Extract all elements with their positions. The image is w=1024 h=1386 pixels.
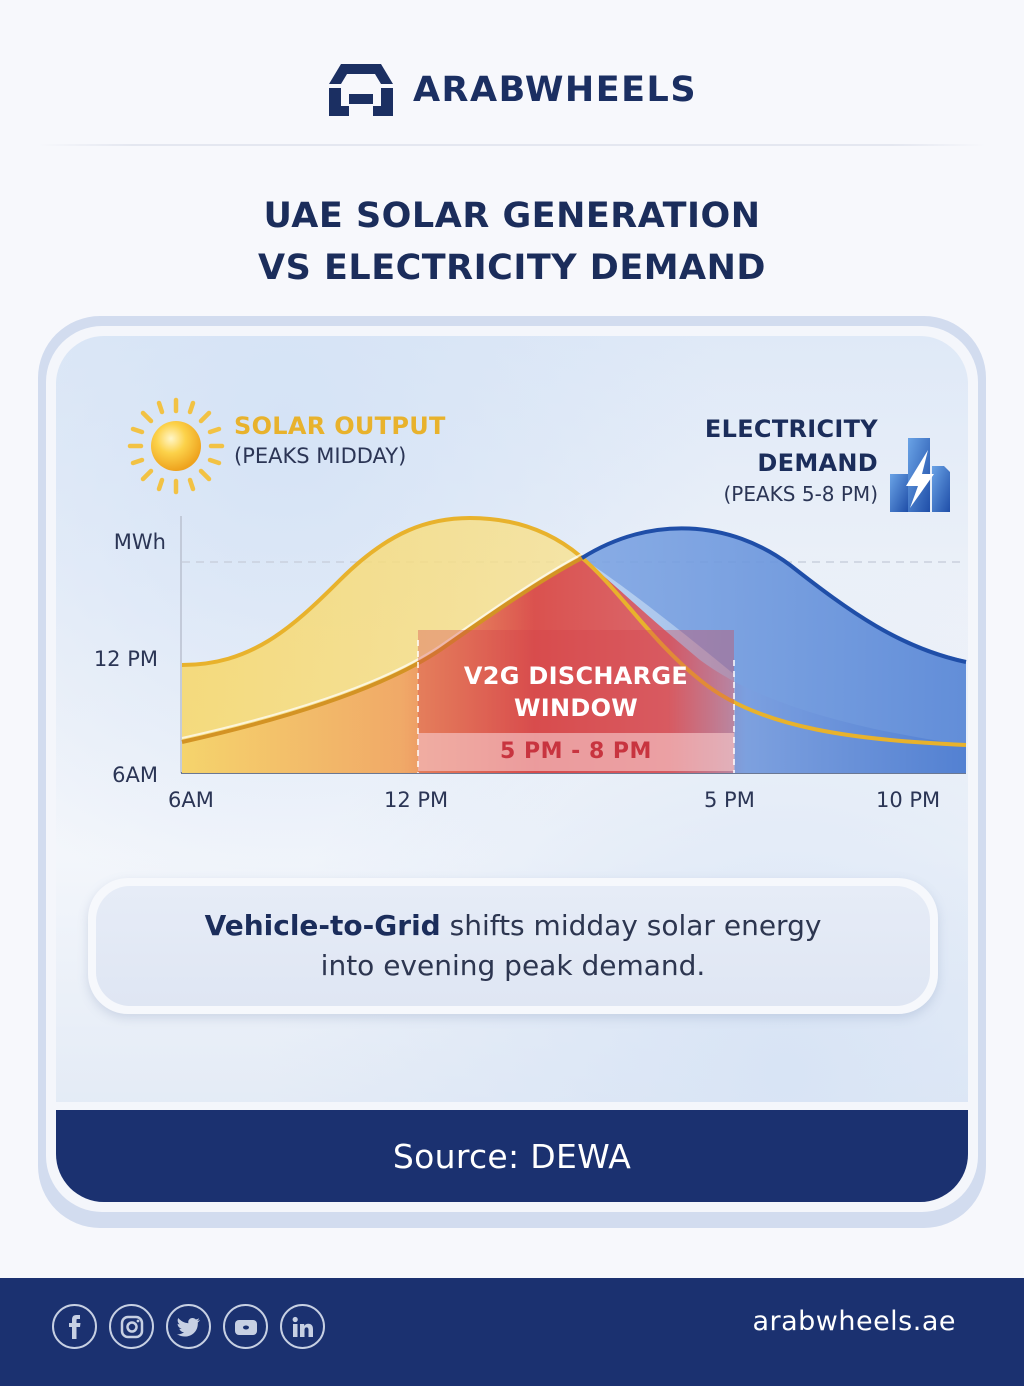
callout-line-1: shifts midday solar energy (440, 909, 822, 942)
chart-plot (180, 515, 967, 774)
page-title: UAE SOLAR GENERATION VS ELECTRICITY DEMA… (0, 190, 1024, 294)
linkedin-link[interactable] (280, 1304, 325, 1349)
building-lightning-icon (890, 438, 950, 512)
linkedin-icon (292, 1316, 313, 1337)
callout-text: Vehicle-to-Grid shifts midday solar ener… (205, 906, 822, 986)
demand-legend-subtitle: (PEAKS 5-8 PM) (723, 482, 879, 506)
twitter-icon (176, 1317, 200, 1337)
brand-header: ARABWHEELS (0, 60, 1024, 120)
brand-name: ARABWHEELS (412, 70, 698, 110)
youtube-link[interactable] (223, 1304, 268, 1349)
instagram-icon (120, 1315, 143, 1338)
y-axis-tick-6am: 6AM (112, 763, 158, 787)
v2g-window-time: 5 PM - 8 PM (500, 739, 652, 764)
demand-legend-title-2: DEMAND (757, 449, 878, 477)
youtube-icon (234, 1319, 257, 1335)
facebook-icon (68, 1314, 80, 1339)
demand-legend-title-1: ELECTRICITY (704, 415, 878, 443)
x-axis-tick-6am: 6AM (168, 788, 214, 812)
x-axis-tick-5pm: 5 PM (704, 788, 755, 812)
twitter-link[interactable] (166, 1304, 211, 1349)
solar-legend-subtitle: (PEAKS MIDDAY) (234, 444, 407, 468)
callout-bold: Vehicle-to-Grid (204, 909, 441, 942)
header-divider (38, 144, 986, 146)
source-bar: Source: DEWA (56, 1110, 968, 1202)
house-arch-logo-icon (328, 64, 393, 116)
source-text: Source: DEWA (392, 1136, 632, 1176)
callout-box: Vehicle-to-Grid shifts midday solar ener… (88, 878, 938, 1014)
v2g-label-line-1: V2G DISCHARGE (463, 662, 689, 690)
title-line-2: VS ELECTRICITY DEMAND (258, 248, 766, 288)
y-axis-label-mwh: MWh (113, 530, 166, 554)
sun-icon (127, 397, 225, 495)
card-separator (56, 1102, 968, 1110)
callout-inner: Vehicle-to-Grid shifts midday solar ener… (96, 886, 930, 1006)
v2g-label-line-2: WINDOW (513, 694, 639, 722)
v2g-window-label: V2G DISCHARGE WINDOW (418, 660, 734, 724)
facebook-link[interactable] (52, 1304, 97, 1349)
callout-line-2: into evening peak demand. (320, 949, 706, 982)
y-axis-tick-12pm: 12 PM (93, 647, 158, 671)
demand-legend: ELECTRICITY DEMAND (PEAKS 5-8 PM) (705, 412, 878, 506)
instagram-link[interactable] (109, 1304, 154, 1349)
x-axis-tick-12pm: 12 PM (384, 788, 449, 812)
website-link[interactable]: arabwheels.ae (752, 1306, 956, 1337)
solar-legend-title: SOLAR OUTPUT (234, 412, 446, 440)
footer: arabwheels.ae (0, 1278, 1024, 1386)
social-links (52, 1304, 325, 1349)
x-axis-tick-10pm: 10 PM (876, 788, 941, 812)
solar-legend: SOLAR OUTPUT (PEAKS MIDDAY) (234, 412, 446, 468)
title-line-1: UAE SOLAR GENERATION (263, 196, 761, 236)
